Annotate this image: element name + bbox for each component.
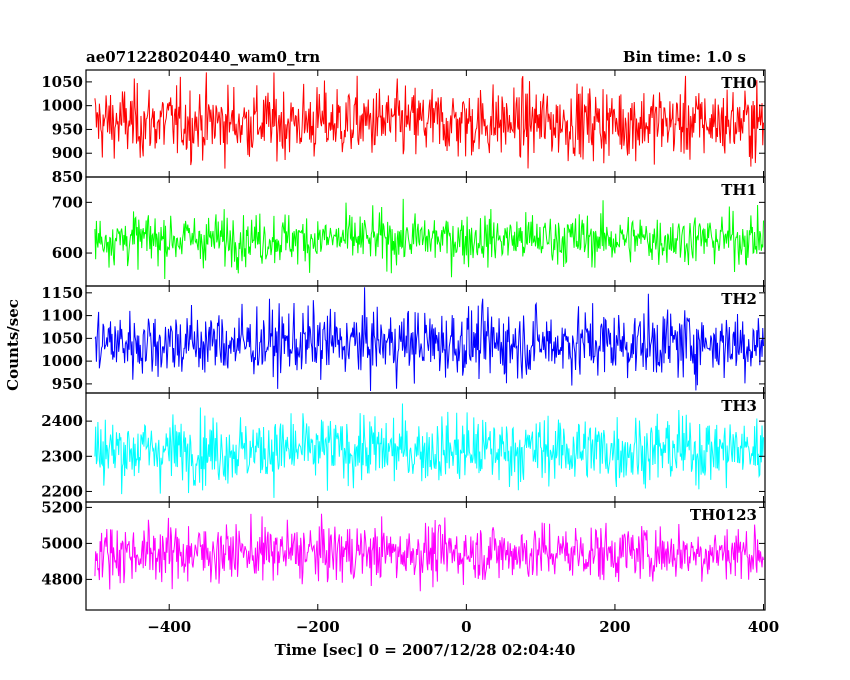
y-tick-label: 1050 (41, 329, 83, 347)
panel-frame-th0123 (85, 501, 766, 611)
x-tick-label: 200 (599, 618, 630, 636)
y-tick-label: 1100 (41, 307, 83, 325)
series-label-th2: TH2 (721, 290, 757, 308)
series-label-th3: TH3 (721, 397, 757, 415)
series-trace-th2 (94, 287, 765, 391)
x-axis-label: Time [sec] 0 = 2007/12/28 02:04:40 (275, 641, 576, 659)
x-tick-label: 400 (748, 618, 779, 636)
x-tick-label: −200 (296, 618, 340, 636)
chart-subtitle: Bin time: 1.0 s (623, 48, 746, 66)
y-tick-label: 600 (52, 244, 83, 262)
y-tick-label: 2300 (41, 447, 83, 465)
y-tick-label: 1050 (41, 73, 83, 91)
y-tick-label: 4800 (41, 570, 83, 588)
series-trace-th3 (94, 403, 765, 498)
series-trace-th1 (94, 198, 765, 280)
y-tick-label: 1150 (41, 284, 83, 302)
y-tick-label: 950 (52, 120, 83, 138)
series-trace-th0123 (94, 513, 764, 592)
chart-title: ae071228020440_wam0_trn (86, 48, 320, 66)
series-label-th0123: TH0123 (690, 506, 757, 524)
y-tick-label: 850 (52, 168, 83, 186)
series-label-th1: TH1 (721, 181, 757, 199)
y-tick-label: 2200 (41, 482, 83, 500)
y-tick-label: 1000 (41, 352, 83, 370)
x-tick-label: 0 (461, 618, 471, 636)
y-tick-label: 900 (52, 144, 83, 162)
y-tick-label: 950 (52, 375, 83, 393)
y-tick-label: 1000 (41, 97, 83, 115)
series-trace-th0 (94, 72, 765, 169)
y-axis-label: Counts/sec (4, 299, 22, 391)
y-tick-label: 5000 (41, 534, 83, 552)
series-label-th0: TH0 (721, 74, 757, 92)
y-tick-label: 700 (52, 193, 83, 211)
y-tick-label: 2400 (41, 412, 83, 430)
y-tick-label: 5200 (41, 498, 83, 516)
x-tick-label: −400 (147, 618, 191, 636)
